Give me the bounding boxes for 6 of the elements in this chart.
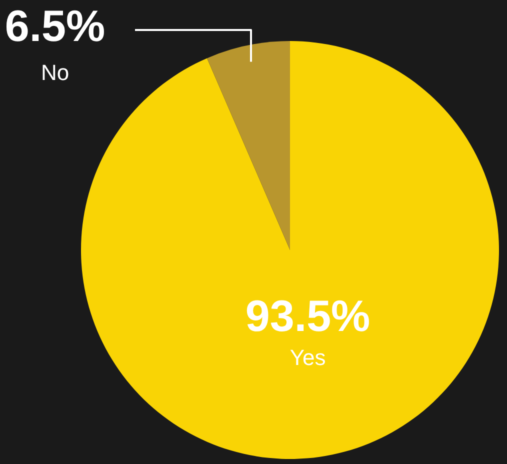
slice-label: Yes — [290, 344, 326, 370]
data-label: 6.5% — [4, 2, 106, 51]
slice-label: No — [40, 60, 70, 85]
data-label: 93.5% — [245, 292, 370, 341]
pie-slice — [206, 41, 290, 250]
pie-slice — [81, 41, 499, 459]
